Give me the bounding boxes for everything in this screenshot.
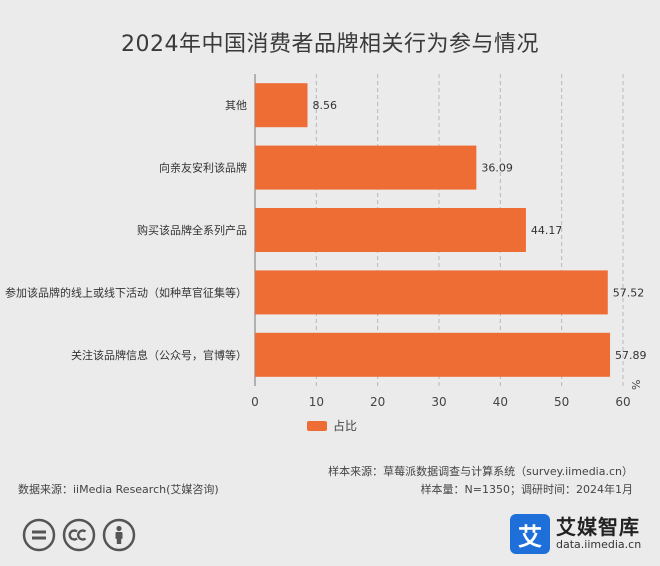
x-tick-label: 20 xyxy=(370,395,385,409)
data-label: 8.56 xyxy=(313,99,338,112)
bar xyxy=(255,83,308,128)
sample-source-note: 样本来源：草莓派数据调查与计算系统（survey.iimedia.cn） xyxy=(328,465,633,478)
legend: 占比 xyxy=(307,417,357,434)
category-label: 向亲友安利该品牌 xyxy=(159,161,247,175)
bar-chart: 0 10 20 30 40 50 60% 其他 8.56 向亲友安利该品牌 36.09 购买该品牌全系… xyxy=(5,74,647,409)
legend-swatch xyxy=(307,420,327,431)
data-label: 44.17 xyxy=(531,224,563,237)
data-label: 57.89 xyxy=(615,349,647,362)
brand: 艾 艾媒智库 data.iimedia.cn xyxy=(510,514,641,554)
legend-label: 占比 xyxy=(333,419,358,433)
bar xyxy=(255,270,608,315)
category-label: 参加该品牌的线上或线下活动（如种草官征集等） xyxy=(5,285,247,299)
brand-name: 艾媒智库 xyxy=(556,515,640,539)
category-label: 购买该品牌全系列产品 xyxy=(137,223,247,237)
data-label: 57.52 xyxy=(613,286,645,299)
bar xyxy=(255,208,526,252)
x-unit-label: % xyxy=(630,380,643,390)
x-tick-label: 50 xyxy=(554,395,569,409)
cc-icon xyxy=(62,518,96,552)
x-tick-label: 60 xyxy=(615,395,630,409)
chart-title: 2024年中国消费者品牌相关行为参与情况 xyxy=(121,32,539,57)
brand-logo: 艾 xyxy=(510,514,550,554)
category-label: 关注该品牌信息（公众号，官博等） xyxy=(71,348,247,362)
category-label: 其他 xyxy=(225,99,247,112)
data-source-note: 数据来源：iiMedia Research(艾媒咨询) xyxy=(18,483,219,496)
sample-size-note: 样本量：N=1350；调研时间：2024年1月 xyxy=(420,483,633,496)
license-icons xyxy=(22,518,142,552)
bar xyxy=(255,145,477,190)
x-tick-label: 40 xyxy=(493,395,508,409)
brand-url: data.iimedia.cn xyxy=(556,538,642,551)
bar xyxy=(255,332,611,377)
x-tick-label: 0 xyxy=(251,395,259,409)
person-icon xyxy=(102,518,136,552)
x-tick-label: 30 xyxy=(431,395,446,409)
data-label: 36.09 xyxy=(481,162,513,175)
equals-icon xyxy=(22,518,56,552)
x-tick-label: 10 xyxy=(309,395,324,409)
